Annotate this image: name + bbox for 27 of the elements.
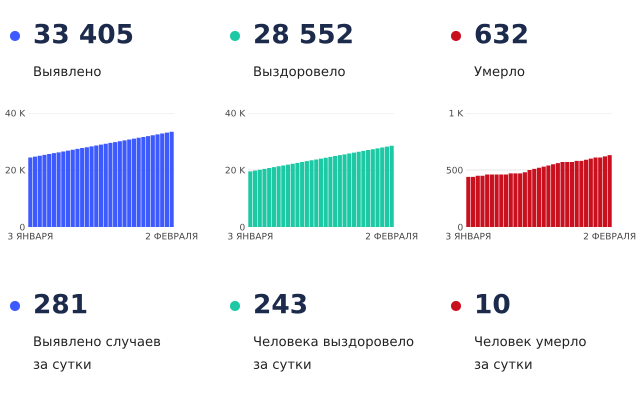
x-tick-label: 2 ФЕВРАЛЯ [584, 232, 636, 240]
text: 632 [476, 24, 527, 44]
x-tick-label: 3 ЯНВАРЯ [446, 232, 490, 240]
text: 33 405 [34, 24, 132, 44]
y-tick-label: 40 K [5, 110, 26, 117]
y-tick-label: 0 [458, 224, 463, 231]
y-tick-label: 40 K [225, 110, 246, 117]
text: Выявлено [34, 66, 101, 76]
y-tick-label: 0 [240, 224, 245, 231]
y-tick-label: 500 [446, 166, 463, 174]
x-tick-label: 3 ЯНВАРЯ [8, 232, 52, 240]
text: 281 [35, 294, 86, 314]
text: 28 552 [255, 24, 352, 44]
x-tick-label: 2 ФЕВРАЛЯ [366, 232, 418, 240]
x-tick-label: 2 ФЕВРАЛЯ [146, 232, 198, 240]
y-tick-label: 20 K [6, 166, 26, 174]
text: Умерло [474, 66, 524, 79]
text: Выявлено случаев за сутки [34, 336, 160, 372]
text: Человек умерло за сутки [474, 336, 586, 372]
y-tick-label: 0 [20, 224, 25, 231]
y-tick-label: 20 K [226, 166, 246, 174]
text: Выздоровело [254, 66, 345, 79]
x-tick-label: 3 ЯНВАРЯ [228, 232, 272, 240]
y-tick-label: 1 K [450, 110, 464, 116]
text: Человека выздоровело за сутки [254, 336, 414, 372]
text: 10 [476, 294, 510, 314]
text: 243 [255, 294, 306, 314]
